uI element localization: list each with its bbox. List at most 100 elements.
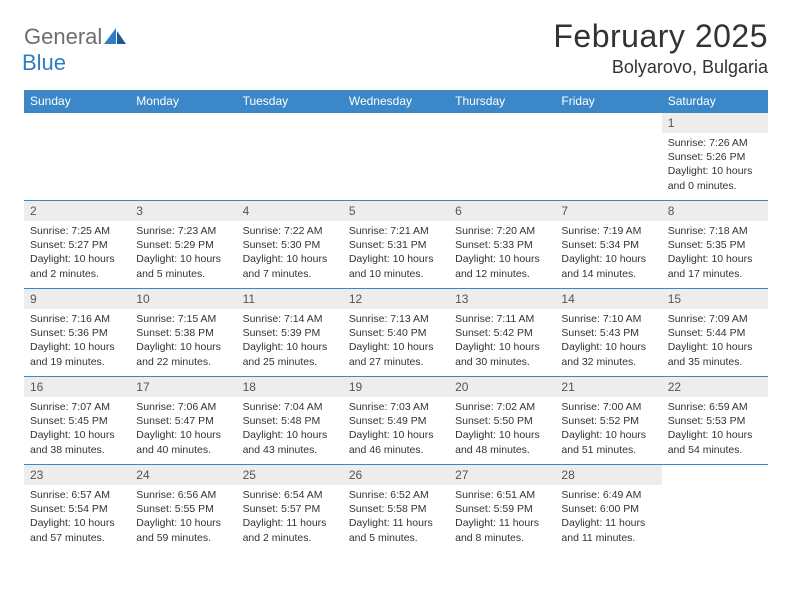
day-details: Sunrise: 7:18 AMSunset: 5:35 PMDaylight:… [662, 221, 768, 285]
calendar-day-cell: 19Sunrise: 7:03 AMSunset: 5:49 PMDayligh… [343, 377, 449, 465]
calendar-day-cell: 12Sunrise: 7:13 AMSunset: 5:40 PMDayligh… [343, 289, 449, 377]
day-details: Sunrise: 7:04 AMSunset: 5:48 PMDaylight:… [237, 397, 343, 461]
calendar-day-cell: 15Sunrise: 7:09 AMSunset: 5:44 PMDayligh… [662, 289, 768, 377]
weekday-header: Friday [555, 90, 661, 113]
calendar-day-cell: 10Sunrise: 7:15 AMSunset: 5:38 PMDayligh… [130, 289, 236, 377]
calendar-day-cell: 1Sunrise: 7:26 AMSunset: 5:26 PMDaylight… [662, 113, 768, 201]
day-number: 22 [662, 377, 768, 397]
day-number: 27 [449, 465, 555, 485]
logo-word-1: General [24, 24, 102, 49]
day-number: 6 [449, 201, 555, 221]
day-details: Sunrise: 7:11 AMSunset: 5:42 PMDaylight:… [449, 309, 555, 373]
day-number: 19 [343, 377, 449, 397]
day-number: 18 [237, 377, 343, 397]
day-details: Sunrise: 7:09 AMSunset: 5:44 PMDaylight:… [662, 309, 768, 373]
day-number: 25 [237, 465, 343, 485]
calendar-day-cell: 22Sunrise: 6:59 AMSunset: 5:53 PMDayligh… [662, 377, 768, 465]
day-details: Sunrise: 6:59 AMSunset: 5:53 PMDaylight:… [662, 397, 768, 461]
day-number: 5 [343, 201, 449, 221]
logo-sail-icon [104, 28, 126, 44]
day-number: 13 [449, 289, 555, 309]
day-details: Sunrise: 7:26 AMSunset: 5:26 PMDaylight:… [662, 133, 768, 197]
calendar-day-cell: 11Sunrise: 7:14 AMSunset: 5:39 PMDayligh… [237, 289, 343, 377]
weekday-header: Monday [130, 90, 236, 113]
calendar-day-cell [24, 113, 130, 201]
day-number: 7 [555, 201, 661, 221]
day-details: Sunrise: 7:02 AMSunset: 5:50 PMDaylight:… [449, 397, 555, 461]
day-details: Sunrise: 6:51 AMSunset: 5:59 PMDaylight:… [449, 485, 555, 549]
day-number: 9 [24, 289, 130, 309]
day-details: Sunrise: 7:22 AMSunset: 5:30 PMDaylight:… [237, 221, 343, 285]
calendar-day-cell [343, 113, 449, 201]
day-details: Sunrise: 7:21 AMSunset: 5:31 PMDaylight:… [343, 221, 449, 285]
calendar-body: 1Sunrise: 7:26 AMSunset: 5:26 PMDaylight… [24, 113, 768, 553]
day-number: 23 [24, 465, 130, 485]
calendar-day-cell: 18Sunrise: 7:04 AMSunset: 5:48 PMDayligh… [237, 377, 343, 465]
calendar-day-cell: 7Sunrise: 7:19 AMSunset: 5:34 PMDaylight… [555, 201, 661, 289]
calendar-week-row: 1Sunrise: 7:26 AMSunset: 5:26 PMDaylight… [24, 113, 768, 201]
month-title: February 2025 [553, 18, 768, 55]
calendar-table: SundayMondayTuesdayWednesdayThursdayFrid… [24, 90, 768, 553]
day-details: Sunrise: 7:13 AMSunset: 5:40 PMDaylight:… [343, 309, 449, 373]
day-number: 15 [662, 289, 768, 309]
location: Bolyarovo, Bulgaria [553, 57, 768, 78]
calendar-day-cell: 9Sunrise: 7:16 AMSunset: 5:36 PMDaylight… [24, 289, 130, 377]
day-details: Sunrise: 6:56 AMSunset: 5:55 PMDaylight:… [130, 485, 236, 549]
calendar-day-cell [130, 113, 236, 201]
day-details: Sunrise: 7:03 AMSunset: 5:49 PMDaylight:… [343, 397, 449, 461]
weekday-header: Tuesday [237, 90, 343, 113]
day-number: 17 [130, 377, 236, 397]
calendar-week-row: 9Sunrise: 7:16 AMSunset: 5:36 PMDaylight… [24, 289, 768, 377]
day-number: 3 [130, 201, 236, 221]
calendar-day-cell: 25Sunrise: 6:54 AMSunset: 5:57 PMDayligh… [237, 465, 343, 553]
calendar-day-cell: 16Sunrise: 7:07 AMSunset: 5:45 PMDayligh… [24, 377, 130, 465]
calendar-day-cell [662, 465, 768, 553]
day-details: Sunrise: 7:10 AMSunset: 5:43 PMDaylight:… [555, 309, 661, 373]
day-number: 8 [662, 201, 768, 221]
logo-word-2: Blue [22, 50, 66, 75]
day-number: 12 [343, 289, 449, 309]
day-details: Sunrise: 7:20 AMSunset: 5:33 PMDaylight:… [449, 221, 555, 285]
day-number: 20 [449, 377, 555, 397]
calendar-day-cell: 23Sunrise: 6:57 AMSunset: 5:54 PMDayligh… [24, 465, 130, 553]
calendar-week-row: 16Sunrise: 7:07 AMSunset: 5:45 PMDayligh… [24, 377, 768, 465]
day-number: 28 [555, 465, 661, 485]
day-number: 24 [130, 465, 236, 485]
calendar-week-row: 2Sunrise: 7:25 AMSunset: 5:27 PMDaylight… [24, 201, 768, 289]
weekday-header: Sunday [24, 90, 130, 113]
day-number: 4 [237, 201, 343, 221]
calendar-day-cell: 6Sunrise: 7:20 AMSunset: 5:33 PMDaylight… [449, 201, 555, 289]
calendar-day-cell: 14Sunrise: 7:10 AMSunset: 5:43 PMDayligh… [555, 289, 661, 377]
day-number: 21 [555, 377, 661, 397]
day-number: 26 [343, 465, 449, 485]
calendar-day-cell [237, 113, 343, 201]
day-details: Sunrise: 6:49 AMSunset: 6:00 PMDaylight:… [555, 485, 661, 549]
calendar-week-row: 23Sunrise: 6:57 AMSunset: 5:54 PMDayligh… [24, 465, 768, 553]
calendar-day-cell: 2Sunrise: 7:25 AMSunset: 5:27 PMDaylight… [24, 201, 130, 289]
day-number: 16 [24, 377, 130, 397]
day-details: Sunrise: 7:25 AMSunset: 5:27 PMDaylight:… [24, 221, 130, 285]
day-number: 2 [24, 201, 130, 221]
day-number: 11 [237, 289, 343, 309]
calendar-day-cell: 20Sunrise: 7:02 AMSunset: 5:50 PMDayligh… [449, 377, 555, 465]
weekday-header: Thursday [449, 90, 555, 113]
day-details: Sunrise: 7:06 AMSunset: 5:47 PMDaylight:… [130, 397, 236, 461]
calendar-day-cell: 5Sunrise: 7:21 AMSunset: 5:31 PMDaylight… [343, 201, 449, 289]
day-details: Sunrise: 6:52 AMSunset: 5:58 PMDaylight:… [343, 485, 449, 549]
calendar-day-cell: 26Sunrise: 6:52 AMSunset: 5:58 PMDayligh… [343, 465, 449, 553]
calendar-day-cell [449, 113, 555, 201]
calendar-day-cell: 3Sunrise: 7:23 AMSunset: 5:29 PMDaylight… [130, 201, 236, 289]
calendar-day-cell: 17Sunrise: 7:06 AMSunset: 5:47 PMDayligh… [130, 377, 236, 465]
day-details: Sunrise: 7:07 AMSunset: 5:45 PMDaylight:… [24, 397, 130, 461]
calendar-day-cell: 4Sunrise: 7:22 AMSunset: 5:30 PMDaylight… [237, 201, 343, 289]
day-details: Sunrise: 7:23 AMSunset: 5:29 PMDaylight:… [130, 221, 236, 285]
weekday-header: Saturday [662, 90, 768, 113]
day-number: 14 [555, 289, 661, 309]
day-number: 1 [662, 113, 768, 133]
weekday-header-row: SundayMondayTuesdayWednesdayThursdayFrid… [24, 90, 768, 113]
calendar-day-cell: 24Sunrise: 6:56 AMSunset: 5:55 PMDayligh… [130, 465, 236, 553]
calendar-day-cell: 27Sunrise: 6:51 AMSunset: 5:59 PMDayligh… [449, 465, 555, 553]
calendar-day-cell: 8Sunrise: 7:18 AMSunset: 5:35 PMDaylight… [662, 201, 768, 289]
calendar-day-cell: 13Sunrise: 7:11 AMSunset: 5:42 PMDayligh… [449, 289, 555, 377]
day-number: 10 [130, 289, 236, 309]
